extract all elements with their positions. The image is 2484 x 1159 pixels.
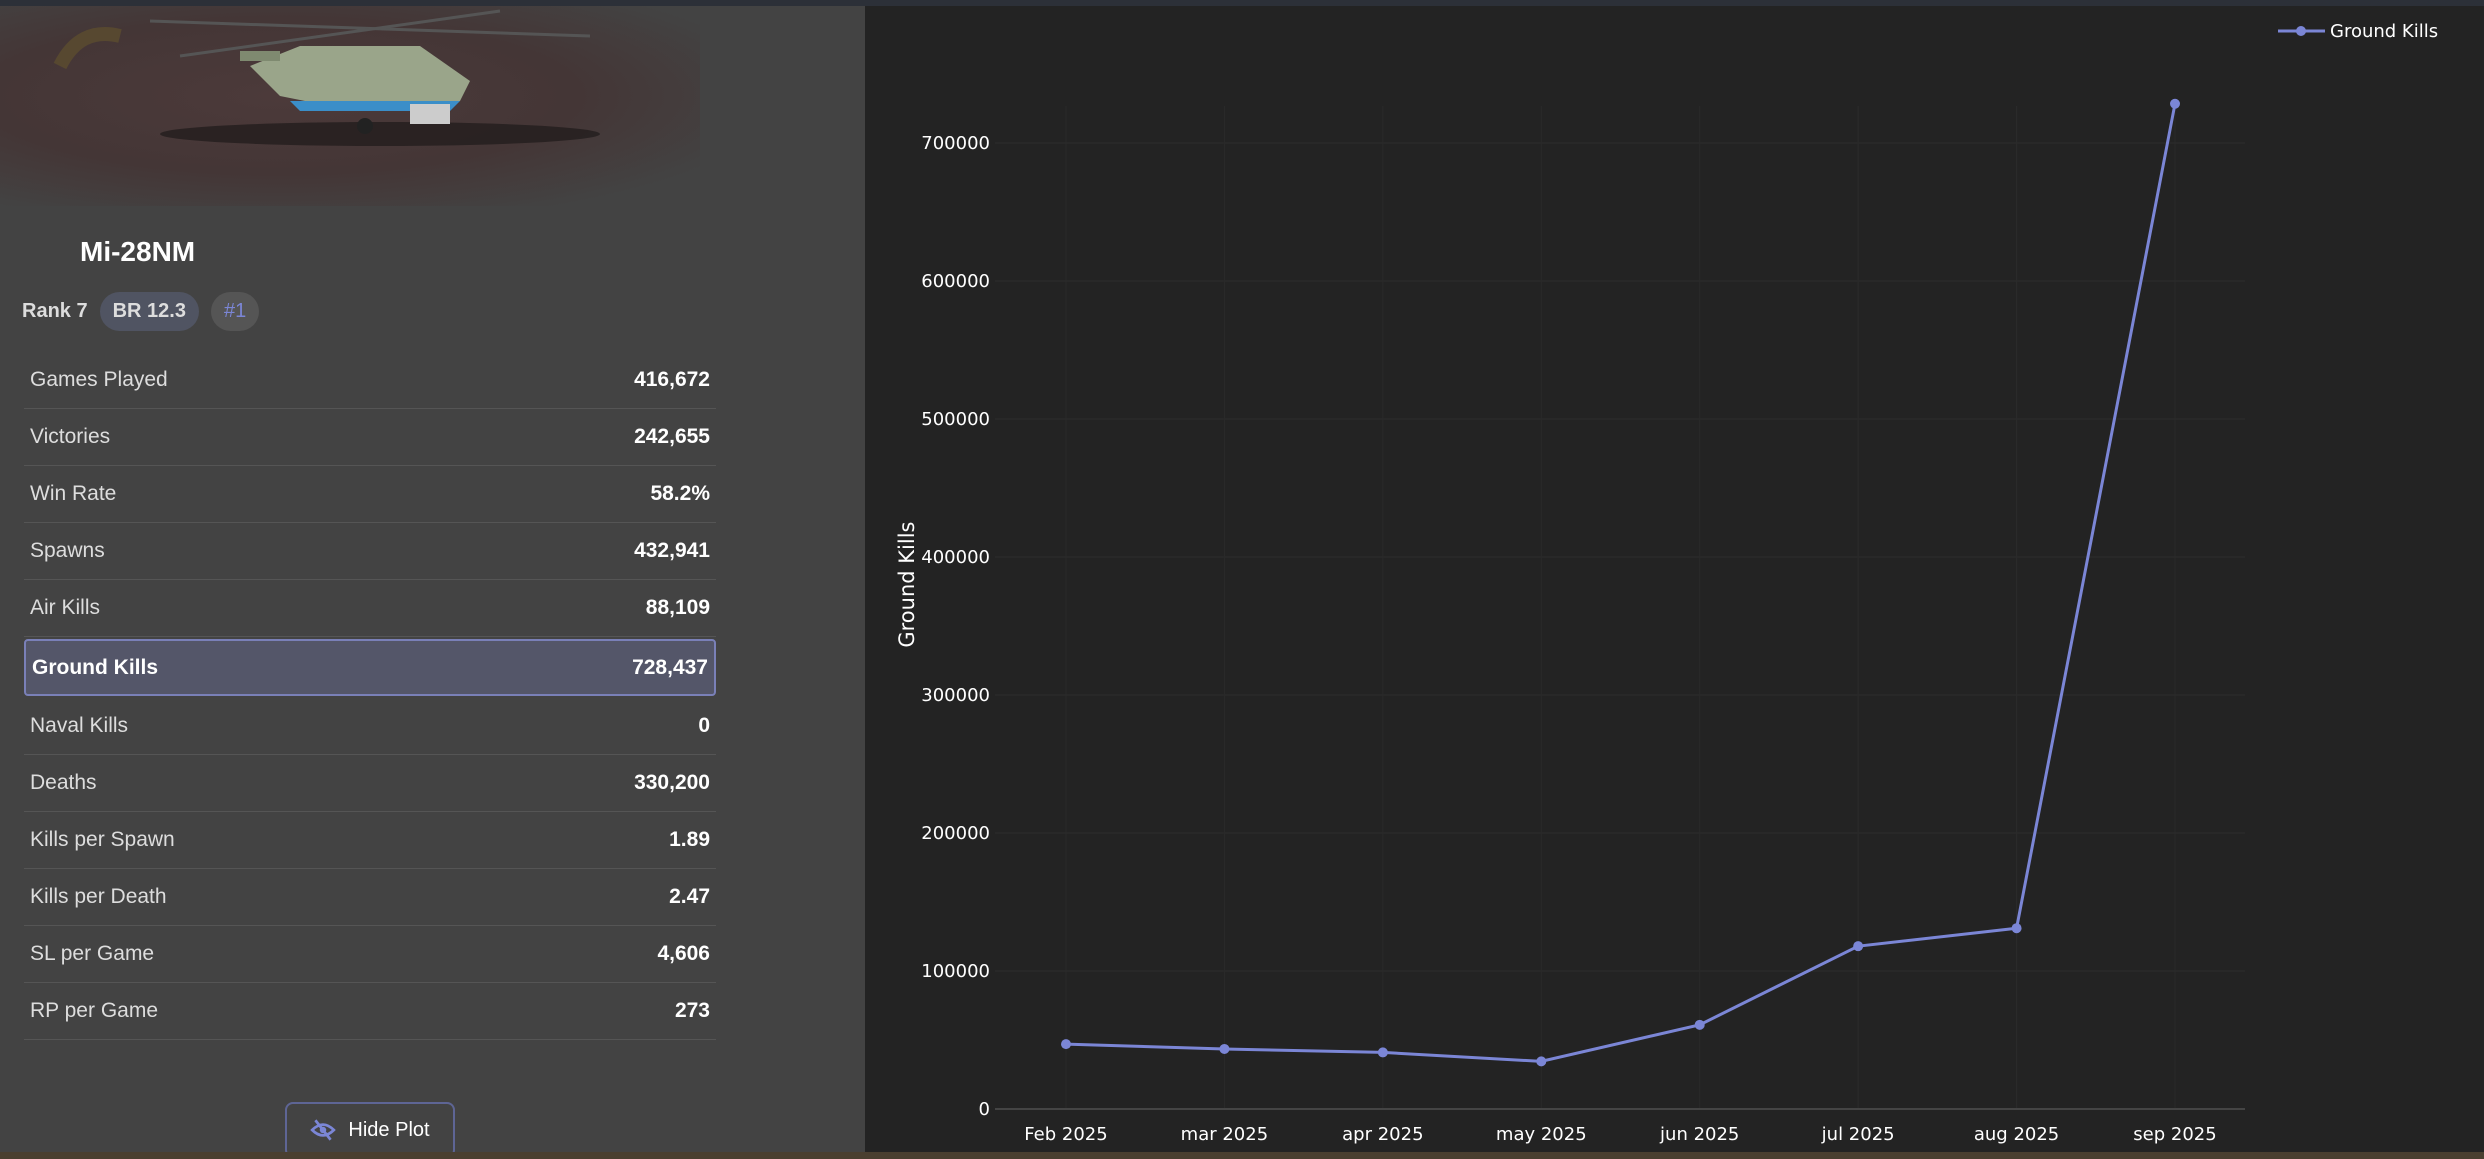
stat-value: 88,109: [645, 596, 710, 619]
stat-label: Kills per Spawn: [30, 828, 175, 851]
stat-row-deaths[interactable]: Deaths 330,200: [24, 755, 716, 812]
rank-label: Rank 7: [22, 300, 88, 322]
vehicle-badges: Rank 7 BR 12.3 #1: [22, 292, 260, 331]
y-tick-label: 500000: [921, 409, 990, 430]
bottom-strip: [0, 1152, 2484, 1159]
y-tick-label: 100000: [921, 961, 990, 982]
y-tick-label: 600000: [921, 271, 990, 292]
stat-row-spawns[interactable]: Spawns 432,941: [24, 523, 716, 580]
stat-value: 4,606: [657, 942, 710, 965]
y-tick-label: 200000: [921, 823, 990, 844]
stat-label: Kills per Death: [30, 885, 167, 908]
stat-row-win-rate[interactable]: Win Rate 58.2%: [24, 466, 716, 523]
y-tick-label: 400000: [921, 547, 990, 568]
stat-row-air-kills[interactable]: Air Kills 88,109: [24, 580, 716, 637]
stat-value: 416,672: [634, 368, 710, 391]
helicopter-icon: [53, 9, 600, 146]
stat-label: Spawns: [30, 539, 105, 562]
x-tick-label: sep 2025: [2133, 1124, 2216, 1145]
eye-off-icon: [310, 1119, 337, 1141]
stat-label: Air Kills: [30, 596, 101, 619]
ground-kills-chart[interactable]: 0 100000 200000 300000 400000 500000 600000 700…: [865, 6, 2484, 1152]
stat-value: 0: [698, 714, 710, 737]
stat-label: Win Rate: [30, 482, 117, 505]
data-point: [1377, 1047, 1388, 1058]
stat-label: Games Played: [30, 368, 168, 391]
stat-label: Victories: [30, 425, 111, 448]
stat-label: Ground Kills: [32, 655, 158, 679]
vehicle-image: [0, 6, 700, 206]
stat-row-rp-per-game[interactable]: RP per Game 273: [24, 983, 716, 1040]
top-bar: [0, 0, 2484, 6]
stat-value: 1.89: [669, 828, 710, 851]
x-tick-label: aug 2025: [1974, 1124, 2059, 1145]
stat-value: 242,655: [634, 425, 710, 448]
stat-row-kills-per-death[interactable]: Kills per Death 2.47: [24, 869, 716, 926]
stat-label: SL per Game: [30, 942, 155, 965]
stat-value: 58.2%: [650, 482, 710, 505]
stat-row-victories[interactable]: Victories 242,655: [24, 409, 716, 466]
data-point: [1219, 1043, 1230, 1054]
y-tick-label: 700000: [921, 133, 990, 154]
hide-plot-button[interactable]: Hide Plot: [285, 1102, 455, 1158]
data-point: [1853, 941, 1864, 952]
y-axis-title: Ground Kills: [895, 522, 919, 648]
stat-value: 2.47: [669, 885, 710, 908]
x-tick-label: may 2025: [1496, 1124, 1587, 1145]
br-badge: BR 12.3: [99, 292, 199, 331]
stat-label: Deaths: [30, 771, 97, 794]
stat-row-naval-kills[interactable]: Naval Kills 0: [24, 698, 716, 755]
y-tick-label: 300000: [921, 685, 990, 706]
stat-value: 432,941: [634, 539, 710, 562]
series-line-ground-kills: [1065, 103, 2177, 1063]
x-tick-label: apr 2025: [1342, 1124, 1423, 1145]
stat-value: 330,200: [634, 771, 710, 794]
stat-label: RP per Game: [30, 999, 158, 1022]
x-tick-label: mar 2025: [1181, 1124, 1269, 1145]
legend-label: Ground Kills: [2330, 21, 2438, 42]
data-point: [2011, 923, 2022, 934]
hide-plot-label: Hide Plot: [348, 1118, 430, 1141]
y-tick-label: 0: [979, 1099, 990, 1120]
stat-row-ground-kills[interactable]: Ground Kills 728,437: [24, 639, 716, 696]
vehicle-name: Mi-28NM: [80, 236, 196, 267]
data-point: [1694, 1019, 1705, 1030]
x-tick-label: jun 2025: [1659, 1124, 1739, 1145]
position-badge: #1: [210, 292, 260, 331]
stat-value: 273: [674, 999, 710, 1022]
stat-row-games-played[interactable]: Games Played 416,672: [24, 352, 716, 409]
stat-label: Naval Kills: [30, 714, 129, 737]
stats-list: Games Played 416,672 Victories 242,655 Win R…: [24, 352, 716, 1040]
legend-marker: [2296, 26, 2306, 36]
data-point: [1536, 1056, 1547, 1067]
x-tick-label: Feb 2025: [1024, 1124, 1107, 1145]
stat-value: 728,437: [632, 655, 708, 679]
stat-row-sl-per-game[interactable]: SL per Game 4,606: [24, 926, 716, 983]
data-point: [2170, 98, 2180, 109]
vehicle-panel: Mi-28NM Rank 7 BR 12.3 #1 Games Played 41…: [0, 6, 865, 1158]
data-point: [1061, 1039, 1071, 1050]
stat-row-kills-per-spawn[interactable]: Kills per Spawn 1.89: [24, 812, 716, 869]
x-tick-label: jul 2025: [1821, 1124, 1895, 1145]
